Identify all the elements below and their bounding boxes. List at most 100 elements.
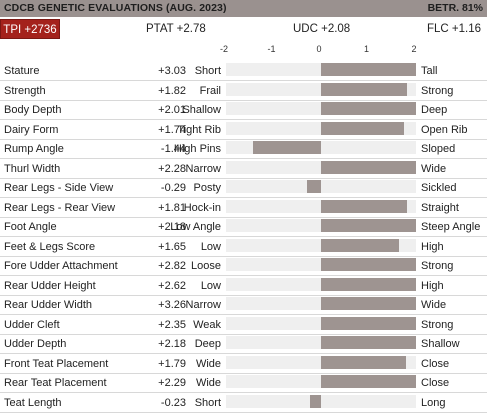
trait-row: Strength +1.82 Frail Strong <box>0 81 487 101</box>
bar-track <box>226 238 416 252</box>
trait-name: Rear Legs - Side View <box>4 182 114 194</box>
high-descriptor: Steep Angle <box>421 221 481 233</box>
trait-value: +3.03 <box>158 65 186 77</box>
trait-value: +3.26 <box>158 299 186 311</box>
x-axis-ticks: -2 -1 0 1 2 <box>0 44 487 58</box>
high-descriptor: High <box>421 240 444 253</box>
trait-name: Rear Teat Placement <box>4 377 107 389</box>
value-bar <box>321 219 416 232</box>
low-descriptor: Narrow <box>185 299 221 311</box>
value-bar <box>321 82 408 96</box>
trait-name: Dairy Form <box>4 123 59 136</box>
low-descriptor: Wide <box>195 377 221 389</box>
x-tick-label: -2 <box>219 44 229 54</box>
value-bar <box>321 277 416 291</box>
high-descriptor: Shallow <box>421 338 460 350</box>
header-bar: CDCB GENETIC EVALUATIONS (AUG. 2023) BET… <box>0 0 487 17</box>
trait-name: Strength <box>4 84 46 97</box>
value-bar <box>321 238 400 252</box>
bar-track <box>226 219 416 232</box>
bar-track <box>226 121 416 135</box>
trait-value: +1.82 <box>158 84 186 97</box>
low-descriptor: Low <box>200 240 221 253</box>
header-title: CDCB GENETIC EVALUATIONS (AUG. 2023) <box>4 2 227 14</box>
bar-track <box>226 336 416 349</box>
low-descriptor: Narrow <box>185 162 221 175</box>
high-descriptor: Sloped <box>421 143 456 155</box>
value-bar <box>321 355 407 369</box>
value-bar <box>321 199 407 213</box>
high-descriptor: High <box>421 279 444 292</box>
trait-row: Stature +3.03 Short Tall <box>0 61 487 81</box>
trait-value: +2.01 <box>158 104 186 116</box>
x-tick-label: 2 <box>411 44 417 54</box>
high-descriptor: Close <box>421 357 450 370</box>
bar-track <box>226 394 416 408</box>
high-descriptor: Deep <box>421 104 448 116</box>
trait-name: Foot Angle <box>4 221 57 233</box>
value-bar <box>321 63 416 76</box>
bar-track <box>226 180 416 193</box>
trait-row: Rear Legs - Rear View +1.81 Hock-in Straigh… <box>0 198 487 218</box>
trait-value: +2.62 <box>158 279 186 292</box>
bar-track <box>226 355 416 369</box>
high-descriptor: Wide <box>421 162 447 175</box>
x-tick-label: 0 <box>316 44 322 54</box>
high-descriptor: Sickled <box>421 182 457 194</box>
trait-value: +2.82 <box>158 260 186 272</box>
value-bar <box>321 258 416 271</box>
low-descriptor: Low Angle <box>170 221 221 233</box>
trait-row: Rear Udder Height +2.62 Low High <box>0 276 487 296</box>
value-bar <box>321 121 404 135</box>
tpi-badge: TPI +2736 <box>0 19 60 39</box>
bar-track <box>226 141 416 154</box>
trait-value: -0.29 <box>160 182 186 194</box>
trait-name: Udder Cleft <box>4 318 60 331</box>
trait-value: -1.44 <box>160 143 186 155</box>
trait-row: Thurl Width +2.28 Narrow Wide <box>0 159 487 179</box>
low-descriptor: Deep <box>194 338 221 350</box>
low-descriptor: Tight Rib <box>177 123 221 136</box>
udc-value: UDC +2.08 <box>293 23 351 35</box>
trait-name: Udder Depth <box>4 338 67 350</box>
low-descriptor: Posty <box>193 182 221 194</box>
bar-track <box>226 160 416 174</box>
trait-row: Fore Udder Attachment +2.82 Loose Strong <box>0 256 487 276</box>
low-descriptor: Wide <box>195 357 221 370</box>
bar-track <box>226 375 416 388</box>
trait-row: Feet & Legs Score +1.65 Low High <box>0 237 487 257</box>
trait-name: Thurl Width <box>4 162 61 175</box>
trait-value: +1.74 <box>158 123 186 136</box>
low-descriptor: Short <box>194 65 221 77</box>
trait-name: Teat Length <box>4 396 62 409</box>
trait-value: +1.65 <box>158 240 186 253</box>
bar-track <box>226 258 416 271</box>
trait-row: Rear Teat Placement +2.29 Wide Close <box>0 373 487 393</box>
low-descriptor: Loose <box>191 260 221 272</box>
bar-track <box>226 316 416 330</box>
trait-row: Teat Length -0.23 Short Long <box>0 393 487 413</box>
trait-row: Body Depth +2.01 Shallow Deep <box>0 100 487 120</box>
trait-name: Stature <box>4 65 40 77</box>
trait-row: Rear Legs - Side View -0.29 Posty Sickled <box>0 178 487 198</box>
trait-value: +1.81 <box>158 201 186 214</box>
low-descriptor: Frail <box>199 84 221 97</box>
trait-row: Udder Depth +2.18 Deep Shallow <box>0 334 487 354</box>
high-descriptor: Wide <box>421 299 447 311</box>
high-descriptor: Open Rib <box>421 123 468 136</box>
high-descriptor: Strong <box>421 260 454 272</box>
trait-name: Feet & Legs Score <box>4 240 96 253</box>
value-bar <box>307 180 321 193</box>
trait-name: Rear Legs - Rear View <box>4 201 116 214</box>
x-tick-label: -1 <box>267 44 276 54</box>
value-bar <box>252 141 321 154</box>
value-bar <box>310 394 321 408</box>
trait-name: Rear Udder Height <box>4 279 96 292</box>
bar-track <box>226 199 416 213</box>
low-descriptor: Weak <box>193 318 221 331</box>
high-descriptor: Strong <box>421 318 454 331</box>
value-bar <box>321 316 416 330</box>
trait-row: Dairy Form +1.74 Tight Rib Open Rib <box>0 120 487 140</box>
low-descriptor: Hock-in <box>183 201 221 214</box>
low-descriptor: High Pins <box>173 143 221 155</box>
